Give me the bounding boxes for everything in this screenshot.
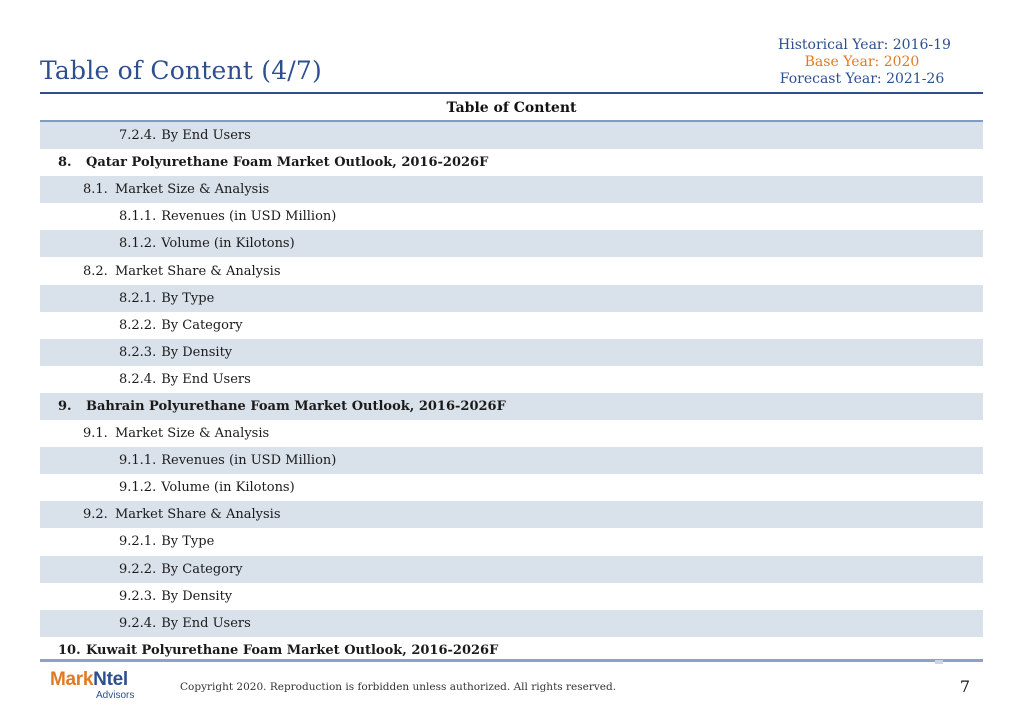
toc-row-number: 9.2.1. xyxy=(119,534,157,550)
corner-decoration xyxy=(935,660,943,664)
toc-heading: Table of Content xyxy=(446,100,577,116)
toc-row-number: 8.2.3. xyxy=(119,344,157,360)
toc-row: 9.2.1. By Type xyxy=(40,528,983,555)
logo-mark-text: Mark xyxy=(50,669,94,690)
toc-row: 8.2. Market Share & Analysis xyxy=(40,257,983,284)
toc-row-text: Revenues (in USD Million) xyxy=(161,209,337,225)
toc-row-number: 9.2. xyxy=(83,507,108,523)
toc-row: 8.2.1. By Type xyxy=(40,284,983,312)
toc-row: 7.2.4. By End Users xyxy=(40,122,983,150)
marknel-logo: MarkNtel Advisors xyxy=(50,670,170,704)
toc-row: 10. Kuwait Polyurethane Foam Market Outlo… xyxy=(40,637,983,664)
base-year: Base Year: 2020 xyxy=(804,54,920,70)
page-title: Table of Content (4/7) xyxy=(40,56,322,85)
toc-row-number: 9.1. xyxy=(83,426,108,442)
toc-row-text: Kuwait Polyurethane Foam Market Outlook,… xyxy=(86,642,499,658)
toc-row-number: 10. xyxy=(58,642,81,658)
logo-ntel-text: Ntel xyxy=(93,669,128,690)
toc-row: 9.2. Market Share & Analysis xyxy=(40,501,983,529)
toc-row-text: By Density xyxy=(161,344,233,360)
toc-row-text: By Density xyxy=(161,588,233,604)
toc-row: 8.1.2. Volume (in Kilotons) xyxy=(40,230,983,258)
toc-row-number: 8.2. xyxy=(83,263,108,279)
toc-row-number: 8. xyxy=(58,155,72,171)
toc-row-number: 7.2.4. xyxy=(119,128,157,144)
toc-heading-divider xyxy=(40,120,983,122)
toc-row: 8.2.4. By End Users xyxy=(40,366,983,393)
toc-row-text: Volume (in Kilotons) xyxy=(161,236,295,252)
toc-row-text: By End Users xyxy=(161,615,251,631)
toc-row-number: 8.1.1. xyxy=(119,209,157,225)
toc-row-number: 9.2.2. xyxy=(119,561,157,577)
toc-row-text: By End Users xyxy=(161,371,251,387)
toc-row-number: 9.1.2. xyxy=(119,480,157,496)
toc-row: 9.1.2. Volume (in Kilotons) xyxy=(40,474,983,501)
logo-wordmark: MarkNtel xyxy=(50,670,170,690)
toc-row-number: 8.2.1. xyxy=(119,290,157,306)
report-years: Historical Year: 2016-19 Base Year: 2020… xyxy=(752,37,972,88)
toc-row-text: Market Size & Analysis xyxy=(115,426,270,442)
toc-row: 8.1. Market Size & Analysis xyxy=(40,176,983,204)
toc-row-text: Market Share & Analysis xyxy=(115,263,281,279)
toc-row-text: By Type xyxy=(161,290,215,306)
footer-divider xyxy=(40,659,983,662)
toc-row-number: 8.1.2. xyxy=(119,236,157,252)
toc-row-text: Volume (in Kilotons) xyxy=(161,480,295,496)
toc-row-text: Revenues (in USD Million) xyxy=(161,453,337,469)
toc-row-text: Qatar Polyurethane Foam Market Outlook, … xyxy=(86,155,489,171)
toc-row-text: Market Share & Analysis xyxy=(115,507,281,523)
toc-list: 7.2.4. By End Users 8. Qatar Polyurethane F… xyxy=(40,122,983,664)
toc-row-number: 8.2.2. xyxy=(119,317,157,333)
toc-row: 8.2.2. By Category xyxy=(40,312,983,339)
toc-row-text: By End Users xyxy=(161,128,251,144)
toc-row-text: Market Size & Analysis xyxy=(115,182,270,198)
toc-row: 8. Qatar Polyurethane Foam Market Outlook… xyxy=(40,149,983,176)
toc-row: 9.2.4. By End Users xyxy=(40,609,983,637)
copyright-notice: Copyright 2020. Reproduction is forbidde… xyxy=(180,681,617,693)
toc-row: 9.2.3. By Density xyxy=(40,583,983,610)
toc-row: 9. Bahrain Polyurethane Foam Market Outlo… xyxy=(40,392,983,421)
toc-row-number: 9. xyxy=(58,398,72,414)
toc-row-text: By Category xyxy=(161,561,243,577)
toc-row: 9.2.2. By Category xyxy=(40,555,983,583)
forecast-year: Forecast Year: 2021-26 xyxy=(779,71,945,87)
toc-row: 9.1. Market Size & Analysis xyxy=(40,420,983,447)
toc-row-number: 8.2.4. xyxy=(119,371,157,387)
toc-row-number: 9.2.4. xyxy=(119,615,157,631)
toc-row: 8.1.1. Revenues (in USD Million) xyxy=(40,203,983,230)
toc-row-text: By Type xyxy=(161,534,215,550)
logo-subtitle: Advisors xyxy=(96,690,135,701)
toc-row: 9.1.1. Revenues (in USD Million) xyxy=(40,447,983,475)
page-number: 7 xyxy=(959,677,970,696)
toc-row-number: 9.2.3. xyxy=(119,588,157,604)
toc-row-text: By Category xyxy=(161,317,243,333)
toc-row-number: 8.1. xyxy=(83,182,108,198)
historical-year: Historical Year: 2016-19 xyxy=(778,37,951,53)
toc-row-text: Bahrain Polyurethane Foam Market Outlook… xyxy=(86,398,506,414)
toc-row-number: 9.1.1. xyxy=(119,453,157,469)
toc-row: 8.2.3. By Density xyxy=(40,338,983,366)
title-divider xyxy=(40,92,983,94)
